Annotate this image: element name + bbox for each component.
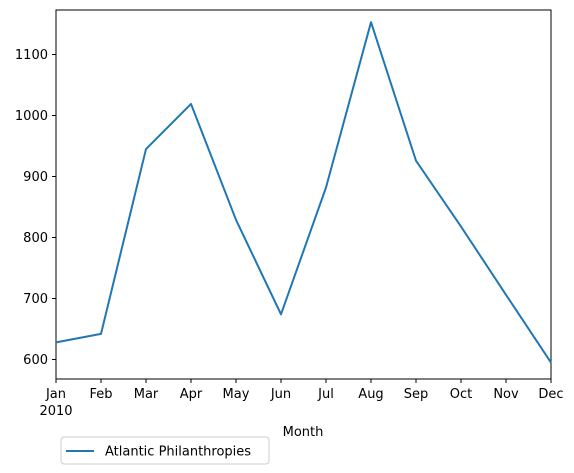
y-tick-label: 900 [23,170,48,185]
x-tick-label: Jul [317,387,334,402]
y-tick-label: 1000 [15,109,48,124]
y-axis: 600 700 800 900 1000 1100 [15,48,56,368]
x-tick-label: Feb [89,387,112,402]
x-tick-label: Jun [270,387,291,402]
legend-box [60,436,270,465]
x-tick-label: Mar [134,387,159,402]
plot-frame [55,9,552,380]
x-tick-label: Jan [45,387,66,402]
series-layer [55,21,552,364]
legend-label: Atlantic Philanthropies [105,445,251,460]
legend: Atlantic Philanthropies [60,436,270,465]
plot-area [55,9,552,380]
x-tick-label: Dec [538,387,563,402]
series-line [55,21,552,364]
x-tick-label: Oct [450,387,472,402]
x-axis-title: Month [283,425,324,440]
x-tick-label: May [223,387,250,402]
x-tick-label: Apr [180,387,203,402]
y-tick-label: 1100 [15,48,48,63]
x-year-label: 2010 [39,404,72,419]
y-tick-label: 800 [23,231,48,246]
y-tick-label: 700 [23,292,48,307]
x-tick-label: Sep [404,387,429,402]
y-tick-label: 600 [23,353,48,368]
x-tick-label: Aug [358,387,383,402]
x-tick-label: Nov [493,387,519,402]
x-axis: Jan Feb Mar Apr May Jun Jul Aug Sep Oct Nov Dec [45,379,564,402]
